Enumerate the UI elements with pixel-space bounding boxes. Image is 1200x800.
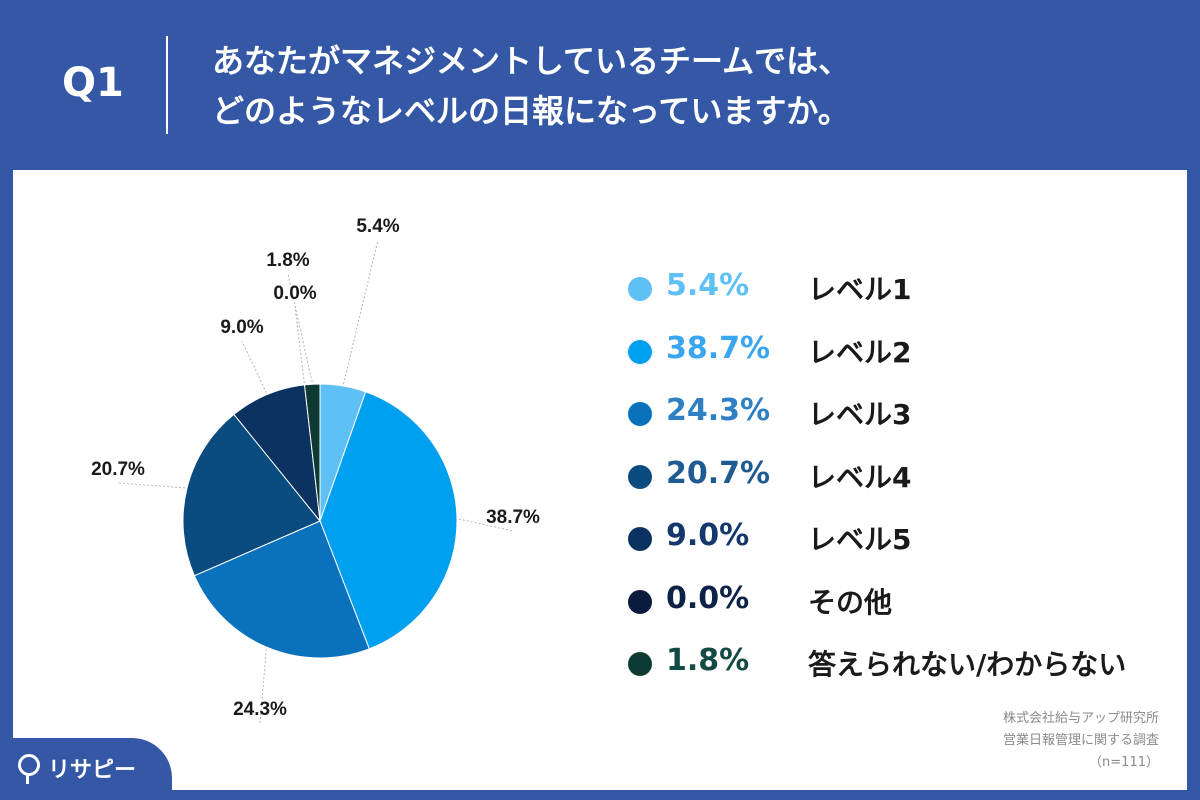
chart-panel: 5.4% 1.8% 0.0% 9.0% 20.7% 38.7% 24.3% 5.4% レベル1… (13, 170, 1187, 790)
legend-dot (628, 402, 652, 426)
question-number: Q1 (62, 60, 124, 106)
legend-dot (628, 464, 652, 489)
legend-percent: 24.3% (666, 393, 771, 428)
legend-percent: 20.7% (666, 455, 771, 491)
pin-icon (18, 754, 40, 784)
title-line-2: どのようなレベルの日報になっていますか。 (212, 92, 850, 130)
leader-line (343, 239, 379, 385)
legend-label: 答えられない/わからない (808, 648, 1127, 681)
source-line-1: 株式会社給与アップ研究所 (1002, 711, 1159, 726)
legend-percent: 0.0% (666, 580, 750, 616)
legend-label: レベル3 (808, 398, 912, 431)
legend-label: レベル4 (808, 460, 912, 494)
source-line-3: （n=111） (1089, 755, 1159, 770)
source-note: 株式会社給与アップ研究所 営業日報管理に関する調査 （n=111） (1003, 708, 1159, 774)
brand-badge: リサピー (0, 738, 172, 800)
slice-value-label: 38.7% (486, 507, 540, 528)
question-title: あなたがマネジメントしているチームでは、 どのようなレベルの日報になっていますか… (212, 36, 1152, 136)
leader-line (117, 482, 186, 489)
header: Q1 あなたがマネジメントしているチームでは、 どのようなレベルの日報になってい… (0, 0, 1200, 168)
legend-percent: 38.7% (666, 330, 771, 366)
legend-percent: 5.4% (666, 268, 750, 303)
legend-percent: 1.8% (666, 643, 750, 678)
legend-label: レベル1 (808, 273, 912, 306)
leader-line (287, 273, 313, 383)
pie-slice (182, 413, 321, 577)
header-divider (166, 36, 168, 134)
leader-line (259, 649, 267, 724)
slice-value-label: 0.0% (273, 283, 316, 304)
pie-slice (193, 520, 370, 659)
title-line-1: あなたがマネジメントしているチームでは、 (212, 42, 851, 80)
slice-value-label: 20.7% (91, 459, 145, 480)
legend-label: レベル5 (808, 523, 912, 556)
brand-name: リサピー (48, 758, 137, 783)
leader-line (294, 306, 305, 383)
pie-slice (303, 383, 321, 522)
legend-dot (628, 277, 652, 301)
legend-dot (628, 527, 652, 551)
legend-label: レベル2 (808, 335, 912, 369)
leader-line (241, 340, 267, 393)
pie-slice (319, 391, 458, 650)
slice-value-label: 5.4% (356, 216, 399, 237)
legend-label: その他 (808, 585, 893, 619)
legend-dot (628, 589, 652, 614)
slice-value-label: 1.8% (266, 250, 309, 271)
slice-value-label: 24.3% (233, 699, 287, 720)
slice-value-label: 9.0% (220, 317, 263, 338)
legend-dot (628, 652, 652, 676)
leader-line (458, 518, 514, 532)
pie-chart: 5.4% 1.8% 0.0% 9.0% 20.7% 38.7% 24.3% (91, 216, 540, 724)
source-line-2: 営業日報管理に関する調査 (1002, 733, 1159, 748)
legend-dot (628, 339, 652, 364)
legend-percent: 9.0% (666, 518, 750, 553)
